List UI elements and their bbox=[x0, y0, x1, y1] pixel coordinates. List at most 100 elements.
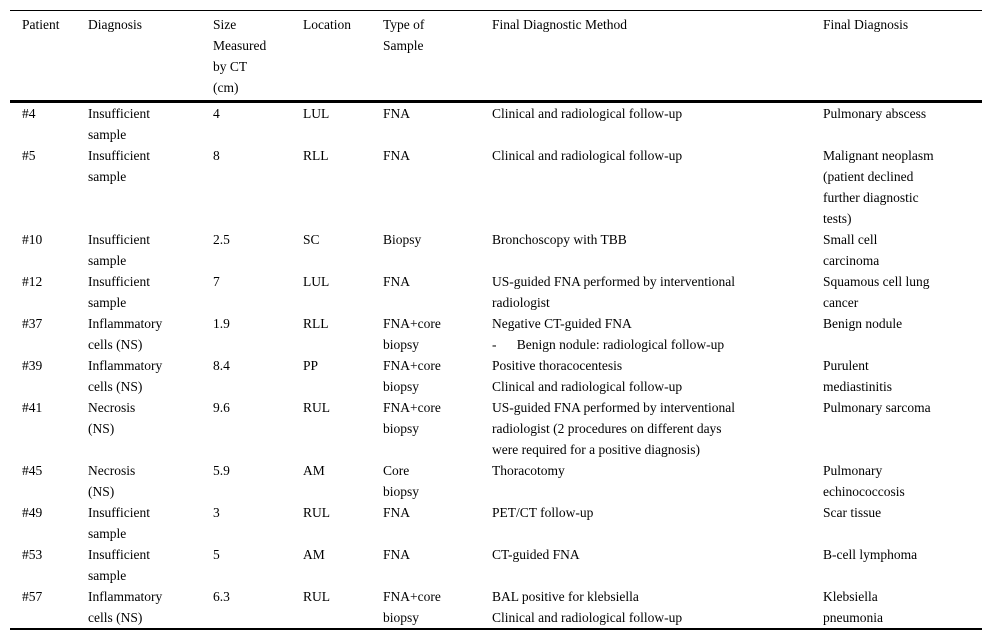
cell-method: CT-guided FNA bbox=[492, 547, 580, 562]
cell-patient: #12 bbox=[22, 274, 43, 289]
cell-size: 5 bbox=[213, 547, 220, 562]
cell-location: RUL bbox=[303, 400, 330, 415]
cell-location: AM bbox=[303, 547, 325, 562]
column-header-method: Final Diagnostic Method bbox=[492, 10, 823, 103]
cell-method: BAL positive for klebsiella Clinical and… bbox=[492, 589, 683, 625]
cell-diagnosis: Insufficient sample bbox=[88, 505, 150, 541]
cell-location: SC bbox=[303, 232, 320, 247]
cell-method: Clinical and radiological follow-up bbox=[492, 106, 683, 121]
cell-sample: Core biopsy bbox=[383, 463, 420, 499]
table-row: #10 Insufficient sample 2.5 SC Biopsy Broncho… bbox=[10, 229, 982, 271]
table-header-row: Patient Diagnosis Size Measured by CT (cm)… bbox=[10, 10, 982, 103]
table-row: #57 Inflammatory cells (NS) 6.3 RUL FNA+core… bbox=[10, 586, 982, 629]
cell-final: Small cell carcinoma bbox=[823, 232, 880, 268]
cell-size: 1.9 bbox=[213, 316, 230, 331]
table-row: #53 Insufficient sample 5 AM FNA CT-guided FN… bbox=[10, 544, 982, 586]
cell-final: Pulmonary abscess bbox=[823, 106, 927, 121]
cell-final: Scar tissue bbox=[823, 505, 882, 520]
table-row: #4 Insufficient sample 4 LUL FNA Clinical and… bbox=[10, 102, 982, 146]
cell-patient: #37 bbox=[22, 316, 43, 331]
cell-diagnosis: Necrosis (NS) bbox=[88, 400, 136, 436]
column-header-location: Location bbox=[303, 10, 383, 103]
cell-size: 9.6 bbox=[213, 400, 230, 415]
cell-patient: #10 bbox=[22, 232, 43, 247]
column-header-diagnosis: Diagnosis bbox=[88, 10, 213, 103]
cell-sample: FNA+core biopsy bbox=[383, 358, 441, 394]
table-row: #45 Necrosis (NS) 5.9 AM Core biopsy Thoracot… bbox=[10, 460, 982, 502]
cell-sample: FNA bbox=[383, 505, 411, 520]
cell-sample: FNA+core biopsy bbox=[383, 589, 441, 625]
cell-final: Malignant neoplasm (patient declined fur… bbox=[823, 148, 934, 226]
cell-location: RLL bbox=[303, 148, 329, 163]
cell-diagnosis: Insufficient sample bbox=[88, 148, 150, 184]
cell-patient: #39 bbox=[22, 358, 43, 373]
cell-patient: #57 bbox=[22, 589, 43, 604]
column-header-sample: Type of Sample bbox=[383, 10, 492, 103]
cell-diagnosis: Insufficient sample bbox=[88, 547, 150, 583]
table-row: #39 Inflammatory cells (NS) 8.4 PP FNA+core … bbox=[10, 355, 982, 397]
cell-diagnosis: Insufficient sample bbox=[88, 106, 150, 142]
cell-size: 7 bbox=[213, 274, 220, 289]
cell-method: Clinical and radiological follow-up bbox=[492, 148, 683, 163]
cell-diagnosis: Inflammatory cells (NS) bbox=[88, 358, 163, 394]
cell-sample: FNA+core biopsy bbox=[383, 316, 441, 352]
cell-size: 5.9 bbox=[213, 463, 230, 478]
cell-final: Pulmonary sarcoma bbox=[823, 400, 931, 415]
cell-size: 3 bbox=[213, 505, 220, 520]
cell-patient: #53 bbox=[22, 547, 43, 562]
table-row: #12 Insufficient sample 7 LUL FNA US-guided F… bbox=[10, 271, 982, 313]
cell-method: PET/CT follow-up bbox=[492, 505, 594, 520]
cell-final: B-cell lymphoma bbox=[823, 547, 918, 562]
cell-location: RLL bbox=[303, 316, 329, 331]
cell-method: Bronchoscopy with TBB bbox=[492, 232, 627, 247]
cell-final: Pulmonary echinococcosis bbox=[823, 463, 905, 499]
cell-patient: #49 bbox=[22, 505, 43, 520]
cell-final: Benign nodule bbox=[823, 316, 903, 331]
cell-diagnosis: Necrosis (NS) bbox=[88, 463, 136, 499]
cell-location: RUL bbox=[303, 589, 330, 604]
cell-diagnosis: Inflammatory cells (NS) bbox=[88, 316, 163, 352]
cell-size: 6.3 bbox=[213, 589, 230, 604]
column-header-size: Size Measured by CT (cm) bbox=[213, 10, 303, 103]
cell-location: LUL bbox=[303, 274, 330, 289]
cell-location: AM bbox=[303, 463, 325, 478]
cell-sample: FNA bbox=[383, 547, 411, 562]
cell-size: 8 bbox=[213, 148, 220, 163]
cell-method: US-guided FNA performed by interventiona… bbox=[492, 400, 735, 457]
cell-size: 8.4 bbox=[213, 358, 230, 373]
cell-sample: FNA bbox=[383, 148, 411, 163]
table-row: #37 Inflammatory cells (NS) 1.9 RLL FNA+core… bbox=[10, 313, 982, 355]
cell-sample: FNA bbox=[383, 274, 411, 289]
table-body: #4 Insufficient sample 4 LUL FNA Clinical and… bbox=[10, 102, 982, 630]
cell-diagnosis: Insufficient sample bbox=[88, 232, 150, 268]
table-header: Patient Diagnosis Size Measured by CT (cm)… bbox=[10, 10, 982, 103]
cell-final: Purulent mediastinitis bbox=[823, 358, 892, 394]
cell-sample: FNA+core biopsy bbox=[383, 400, 441, 436]
cell-sample: FNA bbox=[383, 106, 411, 121]
cell-final: Klebsiella pneumonia bbox=[823, 589, 883, 625]
cell-patient: #5 bbox=[22, 148, 36, 163]
column-header-patient: Patient bbox=[10, 10, 88, 103]
cell-patient: #4 bbox=[22, 106, 36, 121]
cell-method: Positive thoracocentesis Clinical and ra… bbox=[492, 358, 683, 394]
cell-location: PP bbox=[303, 358, 319, 373]
cell-patient: #41 bbox=[22, 400, 43, 415]
table-row: #41 Necrosis (NS) 9.6 RUL FNA+core biopsy US-… bbox=[10, 397, 982, 460]
table-row: #5 Insufficient sample 8 RLL FNA Clinical and… bbox=[10, 145, 982, 229]
cell-size: 2.5 bbox=[213, 232, 230, 247]
cell-location: RUL bbox=[303, 505, 330, 520]
cell-sample: Biopsy bbox=[383, 232, 422, 247]
cell-patient: #45 bbox=[22, 463, 43, 478]
cell-location: LUL bbox=[303, 106, 330, 121]
cell-method: US-guided FNA performed by interventiona… bbox=[492, 274, 735, 310]
table-row: #49 Insufficient sample 3 RUL FNA PET/CT foll… bbox=[10, 502, 982, 544]
cell-size: 4 bbox=[213, 106, 220, 121]
cell-final: Squamous cell lung cancer bbox=[823, 274, 930, 310]
cell-diagnosis: Insufficient sample bbox=[88, 274, 150, 310]
cell-method: Thoracotomy bbox=[492, 463, 565, 478]
column-header-final: Final Diagnosis bbox=[823, 10, 982, 103]
cell-method: Negative CT-guided FNA - Benign nodule: … bbox=[492, 316, 725, 352]
cell-diagnosis: Inflammatory cells (NS) bbox=[88, 589, 163, 625]
patients-table: Patient Diagnosis Size Measured by CT (cm)… bbox=[10, 10, 982, 630]
